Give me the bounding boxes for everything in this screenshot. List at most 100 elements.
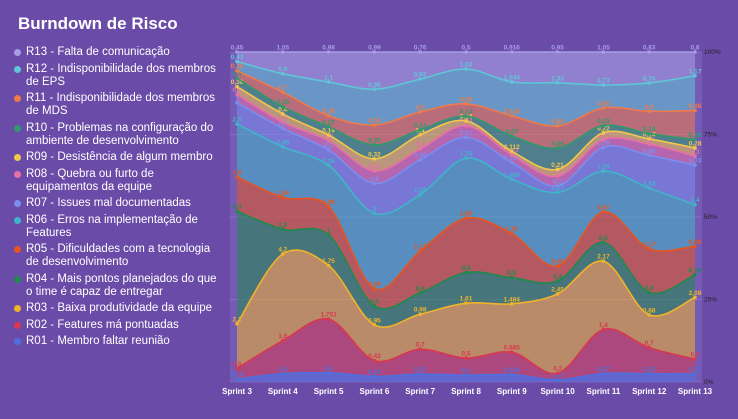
legend-label: R02 - Features má pontuadas <box>26 318 179 331</box>
data-label: 0,9 <box>278 121 287 128</box>
data-label: 1,2 <box>278 222 287 229</box>
data-point <box>418 50 423 54</box>
data-label: 0,5 <box>324 143 333 150</box>
legend-label: R09 - Desistência de algum membro <box>26 151 213 163</box>
data-point <box>510 177 514 182</box>
data-label: 0,5 <box>416 104 425 111</box>
data-label: 0,3 <box>690 149 699 156</box>
data-point <box>510 275 514 280</box>
data-label: 0,4 <box>278 366 287 373</box>
data-label: 1,76 <box>460 151 473 158</box>
area-series-5 <box>237 177 695 309</box>
data-point <box>693 295 697 300</box>
data-point <box>326 50 331 54</box>
data-label: 0,53 <box>368 117 381 124</box>
data-label: 0,14 <box>643 126 656 133</box>
y-tick-label: 0% <box>704 379 714 386</box>
data-point <box>693 50 697 54</box>
data-label: 0,56 <box>597 100 610 107</box>
data-label: 0,2 <box>553 178 562 185</box>
data-label: 0,6 <box>416 285 425 292</box>
x-tick-label: Sprint 5 <box>314 387 344 396</box>
legend-marker <box>14 154 21 161</box>
data-point <box>647 247 651 251</box>
data-label: 0,3 <box>324 133 333 140</box>
data-point <box>235 68 239 73</box>
data-label: 0,73 <box>597 78 610 85</box>
data-point <box>372 123 377 127</box>
data-label: 0,19 <box>322 128 335 135</box>
x-tick-label: Sprint 12 <box>632 387 667 396</box>
data-label: 0,27 <box>689 366 702 373</box>
y-tick-label: 100% <box>704 49 721 56</box>
data-label: 0,88 <box>643 148 656 155</box>
data-point <box>601 371 606 376</box>
data-label: 0,21 <box>551 162 564 169</box>
data-label: 1,05 <box>597 45 610 52</box>
data-point <box>326 80 331 84</box>
area-series-9 <box>237 86 695 177</box>
data-point <box>647 345 651 350</box>
data-point <box>555 371 560 376</box>
legend-marker <box>14 49 21 56</box>
data-label: 1,666 <box>504 172 521 179</box>
data-point <box>601 210 606 214</box>
data-point <box>693 244 697 249</box>
data-point <box>647 50 651 54</box>
data-label: 0,7 <box>278 85 287 92</box>
data-label: 1,044 <box>504 74 521 81</box>
data-point <box>418 192 423 197</box>
data-label: 0,14 <box>231 372 244 379</box>
data-label: 1,61 <box>460 296 473 303</box>
data-point <box>326 263 331 268</box>
data-point <box>326 233 331 237</box>
data-label: 0,35 <box>231 63 244 70</box>
data-label: 0,36 <box>322 108 335 115</box>
data-label: 0,112 <box>504 144 520 151</box>
data-label: 1,29 <box>597 164 610 171</box>
data-point <box>372 358 377 363</box>
data-point <box>693 357 697 361</box>
data-point <box>326 148 331 152</box>
area-series-12 <box>237 61 695 127</box>
data-label: 0,3 <box>416 142 425 149</box>
legend-label: R04 - Mais pontos planejados do que o ti… <box>26 272 217 298</box>
data-point <box>281 371 285 376</box>
data-point <box>235 100 239 105</box>
data-point <box>555 50 560 54</box>
data-label: 0,68 <box>551 118 564 125</box>
data-label: 5,3 <box>232 204 241 211</box>
data-point <box>326 139 331 143</box>
data-label: 2,08 <box>689 290 702 297</box>
area-series-13 <box>237 52 695 90</box>
legend-item: R05 - Dificuldades com a tecnologia de d… <box>14 243 224 269</box>
data-point <box>372 374 377 379</box>
data-point <box>693 272 697 277</box>
legend-label: R03 - Baixa produtividade da equipe <box>26 302 213 314</box>
data-point <box>235 122 239 126</box>
data-label: 0,7 <box>416 342 425 349</box>
data-label: 0,5 <box>232 361 241 368</box>
y-tick-label: 25% <box>704 297 717 304</box>
data-label: 0,5 <box>461 45 470 52</box>
legend-label: R05 - Dificuldades com a tecnologia de d… <box>26 243 211 268</box>
data-label: 0,8 <box>507 270 516 277</box>
data-point <box>601 137 606 142</box>
y-tick-label: 75% <box>704 132 717 139</box>
data-point <box>464 356 468 360</box>
legend-label: R08 - Quebra ou furto de equipamentos da… <box>26 167 154 193</box>
data-point <box>693 372 697 376</box>
data-label: 0,99 <box>368 45 381 52</box>
data-point <box>281 145 285 149</box>
data-label: 0,76 <box>689 267 702 274</box>
data-label: 0,23 <box>597 118 610 125</box>
data-point <box>326 113 331 118</box>
data-label: 0,97 <box>597 204 610 211</box>
data-point <box>647 131 651 136</box>
data-label: 0,76 <box>414 45 427 52</box>
data-point <box>372 87 377 92</box>
data-point <box>647 153 651 158</box>
data-label: 0,9 <box>278 66 287 73</box>
data-point <box>647 290 651 295</box>
